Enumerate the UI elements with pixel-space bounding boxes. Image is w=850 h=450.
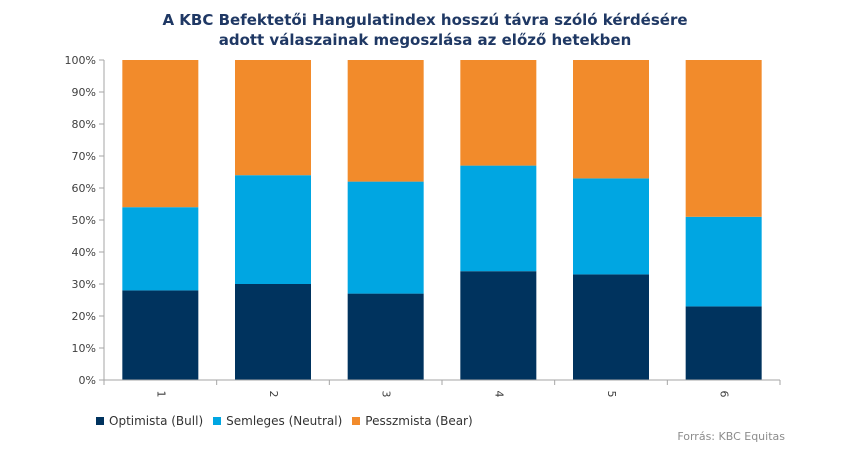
chart-title-line-2: adott válaszainak megoszlása az előző he… (218, 31, 632, 49)
bar-6-series-2 (685, 216, 762, 307)
bar-1-series-1 (122, 290, 199, 380)
legend-swatch-bear (352, 417, 361, 425)
legend-item-bull: Optimista (Bull) (96, 414, 203, 428)
legend-swatch-bull (96, 417, 104, 425)
bar-4-series-3 (460, 60, 537, 166)
legend: Optimista (Bull) Semleges (Neutral) Pess… (96, 414, 483, 428)
bar-4-series-1 (460, 271, 537, 380)
y-tick-label-4: 40% (72, 246, 96, 259)
bar-6-series-3 (685, 60, 762, 217)
y-tick-label-0: 0% (79, 374, 96, 387)
y-tick-label-3: 30% (72, 278, 96, 291)
legend-item-neutral: Semleges (Neutral) (213, 414, 342, 428)
x-tick-label-4: 4 (492, 391, 505, 398)
bar-6-series-1 (685, 306, 762, 380)
bar-3-series-1 (347, 293, 424, 380)
bar-2-series-2 (235, 175, 311, 284)
y-tick-label-5: 50% (72, 214, 96, 227)
x-tick-label-6: 6 (718, 391, 731, 398)
legend-label-bull: Optimista (Bull) (109, 414, 204, 428)
x-tick-label-3: 3 (380, 391, 393, 398)
bar-5-series-2 (573, 178, 649, 275)
legend-label-neutral: Semleges (Neutral) (226, 414, 343, 428)
bar-1-series-2 (122, 207, 199, 291)
chart-title: A KBC Befektetői Hangulatindex hosszú tá… (0, 10, 850, 50)
y-tick-label-8: 80% (72, 118, 96, 131)
bar-3-series-2 (347, 181, 424, 294)
bar-1-series-3 (122, 60, 199, 208)
source-note: Forrás: KBC Equitas (677, 430, 785, 443)
bar-5-series-1 (573, 274, 649, 380)
legend-label-bear: Pesszmista (Bear) (365, 414, 473, 428)
y-tick-label-6: 60% (72, 182, 96, 195)
y-tick-label-1: 10% (72, 342, 96, 355)
bar-5-series-3 (573, 60, 649, 179)
chart-title-line-1: A KBC Befektetői Hangulatindex hosszú tá… (162, 11, 688, 29)
y-tick-label-2: 20% (72, 310, 96, 323)
x-tick-label-5: 5 (605, 391, 618, 398)
y-tick-label-9: 90% (72, 86, 96, 99)
bar-2-series-1 (235, 284, 311, 380)
legend-swatch-neutral (213, 417, 222, 425)
y-tick-label-10: 100% (65, 54, 96, 67)
x-tick-label-1: 1 (154, 391, 167, 398)
y-tick-label-7: 70% (72, 150, 96, 163)
bar-4-series-2 (460, 165, 537, 272)
x-tick-label-2: 2 (267, 391, 280, 398)
legend-item-bear: Pesszmista (Bear) (352, 414, 473, 428)
bar-2-series-3 (235, 60, 311, 176)
bar-3-series-3 (347, 60, 424, 182)
